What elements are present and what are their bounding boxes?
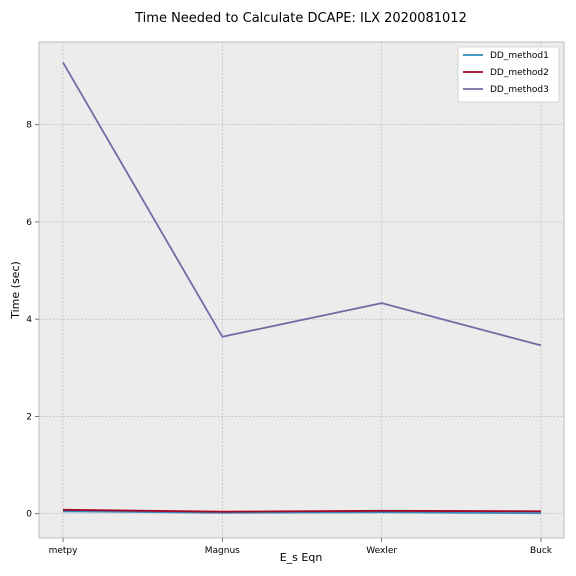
x-axis-ticks: metpy Magnus Wexler Buck xyxy=(49,538,553,556)
series-lines xyxy=(62,61,542,515)
y-axis-ticks: 0 2 4 6 8 xyxy=(26,121,39,520)
legend-label-dd-method3: DD_method3 xyxy=(490,85,549,95)
x-tick-label: Magnus xyxy=(205,546,240,556)
legend-box xyxy=(457,46,560,103)
y-tick-label: 8 xyxy=(26,121,32,131)
chart-title: Time Needed to Calculate DCAPE: ILX 2020… xyxy=(134,11,467,26)
x-tick-label: Buck xyxy=(530,546,553,556)
legend-label-dd-method2: DD_method2 xyxy=(490,68,549,78)
y-tick-label: 4 xyxy=(26,315,32,325)
y-tick-label: 2 xyxy=(26,412,32,422)
x-tick-label: Wexler xyxy=(366,546,397,556)
grid-lines xyxy=(39,42,564,538)
series-line-dd-method3 xyxy=(62,61,542,347)
x-tick-label: metpy xyxy=(49,546,79,556)
plot-area xyxy=(38,41,565,539)
x-axis-label: E_s Eqn xyxy=(280,551,323,564)
y-tick-label: 6 xyxy=(26,218,32,228)
legend: DD_method1 DD_method2 DD_method3 xyxy=(457,46,560,103)
series-line-dd-method1 xyxy=(62,510,542,515)
y-axis-label: Time (sec) xyxy=(9,261,22,320)
series-line-dd-method2 xyxy=(62,508,542,513)
legend-label-dd-method1: DD_method1 xyxy=(490,51,549,61)
y-tick-label: 0 xyxy=(26,510,32,520)
